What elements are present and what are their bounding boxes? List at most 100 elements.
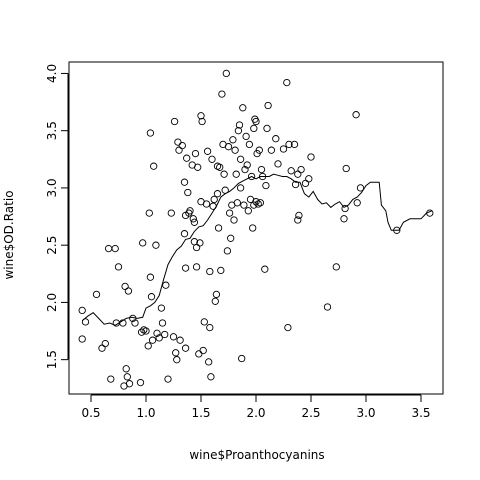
data-point bbox=[213, 190, 222, 198]
data-point bbox=[267, 146, 276, 154]
data-point bbox=[164, 375, 172, 383]
data-point bbox=[147, 293, 156, 301]
data-point bbox=[231, 146, 239, 154]
data-point bbox=[180, 230, 189, 238]
data-point bbox=[274, 160, 282, 168]
data-point bbox=[220, 170, 228, 178]
data-point bbox=[285, 140, 293, 149]
data-point bbox=[256, 199, 265, 207]
data-point bbox=[181, 264, 190, 272]
data-point bbox=[255, 146, 263, 154]
data-point bbox=[279, 145, 288, 153]
data-point bbox=[192, 263, 201, 271]
data-point bbox=[200, 318, 208, 326]
data-point bbox=[104, 244, 113, 253]
x-axis: 0.5 1.0 1.5 2.0 2.5 3.0 3.5 bbox=[81, 394, 431, 420]
y-axis: 1.5 2.0 2.5 3.0 3.5 4.0 bbox=[45, 64, 69, 369]
data-point bbox=[186, 207, 194, 215]
data-point bbox=[208, 155, 216, 163]
data-point bbox=[189, 215, 197, 223]
data-point bbox=[230, 216, 238, 224]
data-point bbox=[92, 290, 101, 299]
data-point bbox=[78, 335, 86, 343]
data-point bbox=[244, 207, 252, 215]
data-point bbox=[234, 127, 243, 135]
data-point bbox=[101, 339, 109, 348]
data-point bbox=[153, 329, 161, 337]
data-point bbox=[252, 198, 260, 206]
y-axis-label: wine$OD.Ratio bbox=[2, 190, 16, 279]
data-point bbox=[225, 209, 234, 217]
data-point bbox=[194, 163, 202, 171]
data-point bbox=[249, 224, 257, 232]
data-point bbox=[222, 69, 230, 78]
data-point bbox=[340, 215, 348, 223]
data-point bbox=[229, 136, 237, 144]
data-point bbox=[252, 117, 260, 126]
data-point bbox=[178, 141, 186, 150]
data-point bbox=[203, 147, 212, 155]
x-axis-label: wine$Proanthocyanins bbox=[189, 448, 324, 462]
data-point bbox=[142, 327, 150, 335]
data-point bbox=[233, 199, 241, 207]
x-tick-label: 3.5 bbox=[411, 406, 430, 420]
data-point bbox=[353, 199, 361, 207]
data-point bbox=[301, 179, 310, 188]
data-point bbox=[257, 165, 266, 174]
data-point bbox=[192, 243, 201, 252]
data-point bbox=[180, 178, 189, 186]
data-point bbox=[124, 287, 133, 295]
data-point bbox=[332, 263, 340, 271]
data-point bbox=[211, 297, 219, 305]
data-point bbox=[202, 200, 211, 208]
data-point bbox=[212, 290, 221, 299]
data-point bbox=[169, 333, 178, 341]
data-point bbox=[224, 143, 233, 151]
data-point bbox=[173, 356, 181, 364]
data-point bbox=[144, 342, 152, 350]
data-point bbox=[162, 281, 170, 289]
data-point bbox=[81, 318, 90, 326]
data-point bbox=[235, 121, 244, 129]
data-point bbox=[243, 161, 251, 169]
data-point bbox=[264, 101, 272, 110]
data-point bbox=[250, 124, 258, 133]
data-point bbox=[232, 170, 240, 178]
plot-area bbox=[68, 61, 444, 395]
x-tick-label: 1.5 bbox=[191, 406, 210, 420]
data-point bbox=[175, 146, 183, 154]
data-point bbox=[183, 154, 191, 162]
data-point bbox=[145, 209, 153, 217]
data-point bbox=[150, 162, 158, 170]
x-tick-label: 2.0 bbox=[246, 406, 265, 420]
data-point bbox=[287, 167, 295, 175]
data-point bbox=[297, 165, 305, 174]
data-point bbox=[98, 344, 106, 352]
x-tick-label: 1.0 bbox=[136, 406, 155, 420]
data-point bbox=[146, 273, 155, 281]
data-point bbox=[114, 263, 123, 271]
data-point bbox=[241, 165, 249, 174]
data-point bbox=[247, 172, 256, 181]
y-tick-label: 1.5 bbox=[45, 350, 59, 369]
data-point bbox=[161, 330, 169, 339]
y-tick-label: 2.0 bbox=[45, 293, 59, 312]
data-point bbox=[121, 282, 129, 291]
data-point bbox=[238, 354, 246, 363]
data-point bbox=[146, 129, 155, 137]
data-point bbox=[242, 132, 250, 141]
data-point bbox=[227, 234, 235, 242]
data-point bbox=[139, 239, 147, 247]
data-point bbox=[305, 175, 313, 183]
plot-frame bbox=[68, 61, 444, 395]
data-point bbox=[239, 104, 247, 112]
data-point bbox=[272, 135, 280, 143]
data-point bbox=[196, 239, 204, 247]
data-point bbox=[190, 218, 199, 226]
data-point bbox=[131, 319, 139, 327]
data-point bbox=[356, 184, 365, 192]
data-point bbox=[184, 188, 192, 197]
data-point bbox=[214, 224, 223, 232]
data-point bbox=[342, 164, 350, 173]
